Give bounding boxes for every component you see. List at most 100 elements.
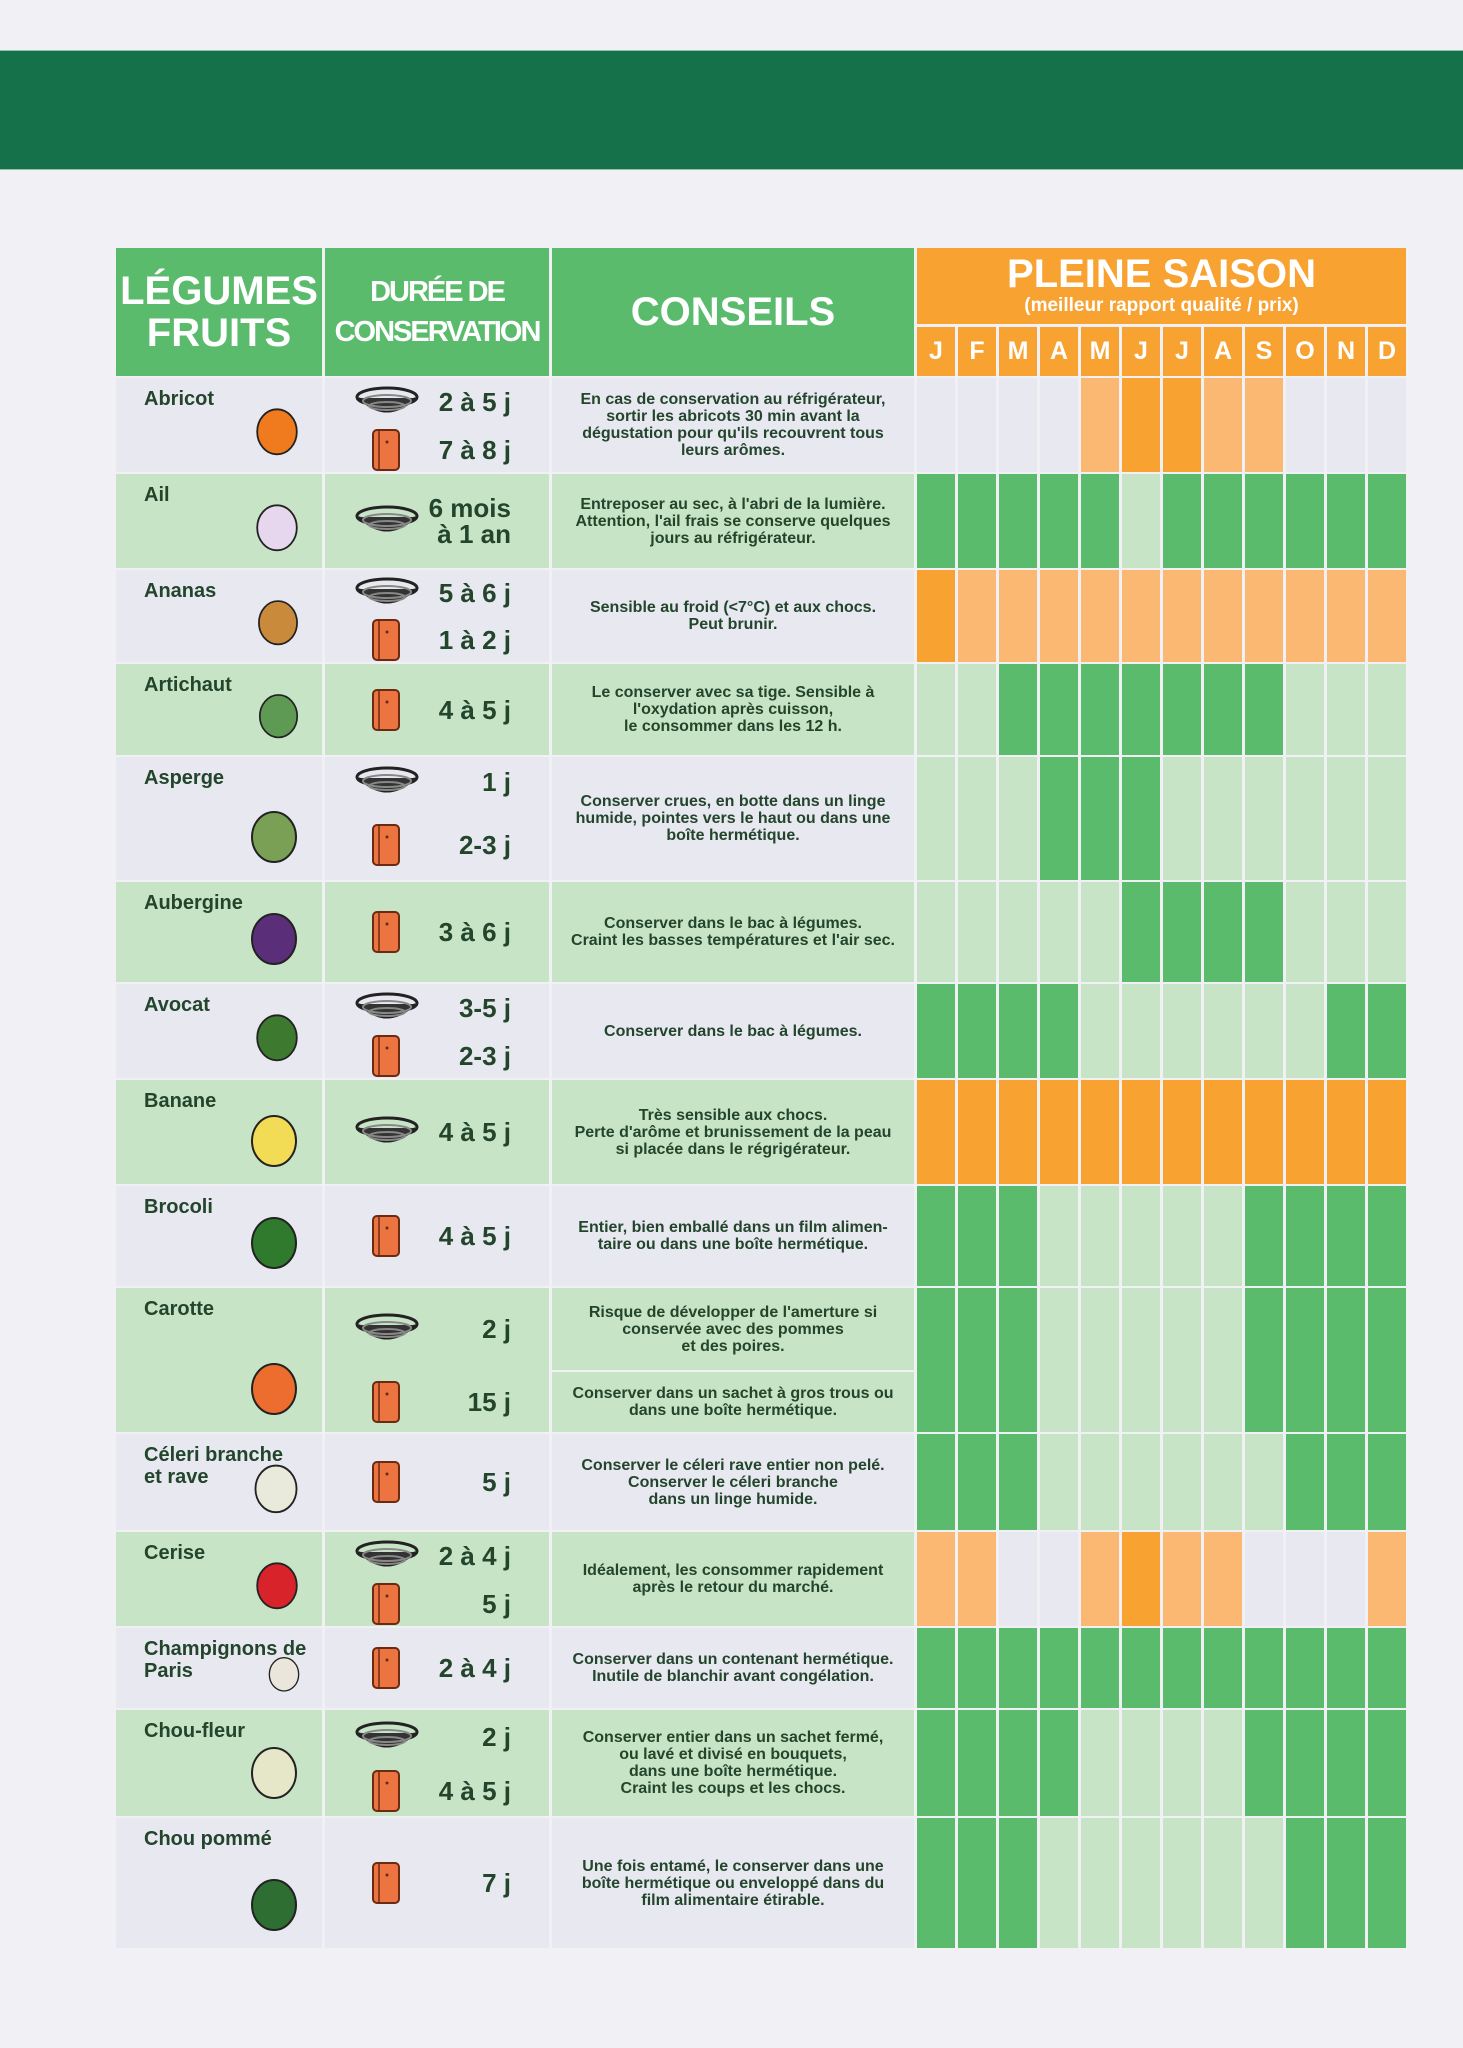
season-month-N-10 [1327, 664, 1365, 755]
duration-cell: 2 j 15 j [325, 1288, 549, 1432]
season-month-A-7 [1204, 1628, 1242, 1708]
table-row: Ananas 5 à 6 j 1 à 2 j Sensible au froid (<… [116, 570, 1406, 662]
season-month-D-11 [1368, 1434, 1406, 1530]
season-month-F-1 [958, 1628, 996, 1708]
season-month-J-5 [1122, 1818, 1160, 1948]
season-month-J-0 [917, 984, 955, 1078]
season-month-J-5 [1122, 1532, 1160, 1626]
season-month-J-5 [1122, 757, 1160, 880]
season-cells [917, 1186, 1406, 1286]
season-month-M-2 [999, 1186, 1037, 1286]
season-month-N-10 [1327, 474, 1365, 568]
season-cells [917, 1434, 1406, 1530]
season-month-O-9 [1286, 882, 1324, 982]
fridge-icon [371, 1214, 401, 1263]
season-month-A-7 [1204, 1080, 1242, 1184]
season-month-A-3 [1040, 1434, 1078, 1530]
tip-cell: Conserver dans le bac à légumes. [552, 984, 914, 1078]
month-label: D [1368, 327, 1406, 376]
season-cells [917, 757, 1406, 880]
duration-basket: 2 à 5 j [325, 378, 549, 425]
table-row: Asperge 1 j 2-3 j Conserver crues, en botte… [116, 757, 1406, 880]
season-month-J-6 [1163, 984, 1201, 1078]
season-month-J-6 [1163, 378, 1201, 472]
season-month-J-0 [917, 664, 955, 755]
tip-cell: Risque de développer de l'amerture si co… [552, 1288, 914, 1370]
tip-text: En cas de conservation au réfrigérateur,… [580, 391, 886, 459]
season-month-S-8 [1245, 1434, 1283, 1530]
table-row: Carotte 2 j 15 j Risque de développer de l'… [116, 1288, 1406, 1432]
season-month-M-2 [999, 1710, 1037, 1816]
season-month-S-8 [1245, 378, 1283, 472]
season-month-A-7 [1204, 1818, 1242, 1948]
duration-basket: 4 à 5 j [325, 1080, 549, 1184]
season-title: PLEINE SAISON [1007, 252, 1316, 296]
season-month-J-5 [1122, 1080, 1160, 1184]
tip-text: Sensible au froid (<7°C) et aux chocs. P… [589, 599, 877, 633]
season-month-M-2 [999, 378, 1037, 472]
season-month-A-7 [1204, 378, 1242, 472]
header-season: PLEINE SAISON (meilleur rapport qualité … [917, 248, 1406, 324]
duration-fridge: 2 à 4 j [325, 1628, 549, 1708]
table-row: Céleri branche et rave 5 j Conserver le cé… [116, 1434, 1406, 1530]
season-month-O-9 [1286, 1080, 1324, 1184]
season-month-J-5 [1122, 474, 1160, 568]
header-tips: CONSEILS [552, 248, 914, 376]
duration-fridge: 2-3 j [325, 809, 549, 880]
season-month-J-6 [1163, 1080, 1201, 1184]
season-month-F-1 [958, 664, 996, 755]
fridge-icon [371, 910, 401, 959]
season-month-J-6 [1163, 1710, 1201, 1816]
season-month-D-11 [1368, 570, 1406, 662]
season-month-S-8 [1245, 757, 1283, 880]
season-month-O-9 [1286, 570, 1324, 662]
duration-value: 2 à 4 j [438, 1540, 511, 1571]
tip-cell: Conserver entier dans un sachet fermé, o… [552, 1710, 914, 1816]
season-month-M-4 [1081, 1628, 1119, 1708]
fruit-basket-icon [355, 765, 419, 804]
season-month-A-3 [1040, 984, 1078, 1078]
season-month-N-10 [1327, 1080, 1365, 1184]
season-month-J-0 [917, 570, 955, 662]
season-month-M-2 [999, 1080, 1037, 1184]
avocado-icon [250, 1009, 304, 1068]
season-month-J-5 [1122, 1434, 1160, 1530]
tip-text: Le conserver avec sa tige. Sensible à l'… [591, 684, 875, 735]
duration-fridge: 4 à 5 j [325, 1765, 549, 1816]
month-label: N [1327, 327, 1365, 376]
season-month-J-0 [917, 1710, 955, 1816]
season-month-O-9 [1286, 1710, 1324, 1816]
season-month-J-5 [1122, 378, 1160, 472]
season-month-M-4 [1081, 1818, 1119, 1948]
season-cells [917, 474, 1406, 568]
season-month-J-6 [1163, 1186, 1201, 1286]
duration-fridge: 5 j [325, 1434, 549, 1530]
season-month-J-5 [1122, 882, 1160, 982]
duration-value: 4 à 5 j [438, 1117, 511, 1147]
duration-basket: 3-5 j [325, 984, 549, 1031]
duration-value: 4 à 5 j [438, 694, 511, 725]
produce-cell: Ananas [116, 570, 322, 662]
produce-cell: Ail [116, 474, 322, 568]
season-month-M-2 [999, 1818, 1037, 1948]
season-month-J-6 [1163, 570, 1201, 662]
produce-cell: Cerise [116, 1532, 322, 1626]
duration-cell: 7 j [325, 1818, 549, 1948]
month-label: S [1245, 327, 1283, 376]
celery-icon [248, 1459, 304, 1520]
produce-cell: Asperge [116, 757, 322, 880]
month-label: J [1163, 327, 1201, 376]
duration-value: 1 j [482, 767, 511, 797]
duration-value: 3 à 6 j [438, 917, 511, 947]
duration-value: 4 à 5 j [438, 1221, 511, 1251]
duration-value: 2 j [482, 1314, 511, 1344]
season-month-M-2 [999, 1532, 1037, 1626]
season-month-D-11 [1368, 1186, 1406, 1286]
tip-text: Entreposer au sec, à l'abri de la lumièr… [575, 495, 891, 547]
season-month-J-6 [1163, 1434, 1201, 1530]
duration-basket: 1 j [325, 757, 549, 807]
season-month-F-1 [958, 1710, 996, 1816]
month-header-row: J F M A M J J A S O N D [917, 327, 1406, 376]
season-month-A-7 [1204, 1434, 1242, 1530]
duration-cell: 2 à 4 j 5 j [325, 1532, 549, 1626]
